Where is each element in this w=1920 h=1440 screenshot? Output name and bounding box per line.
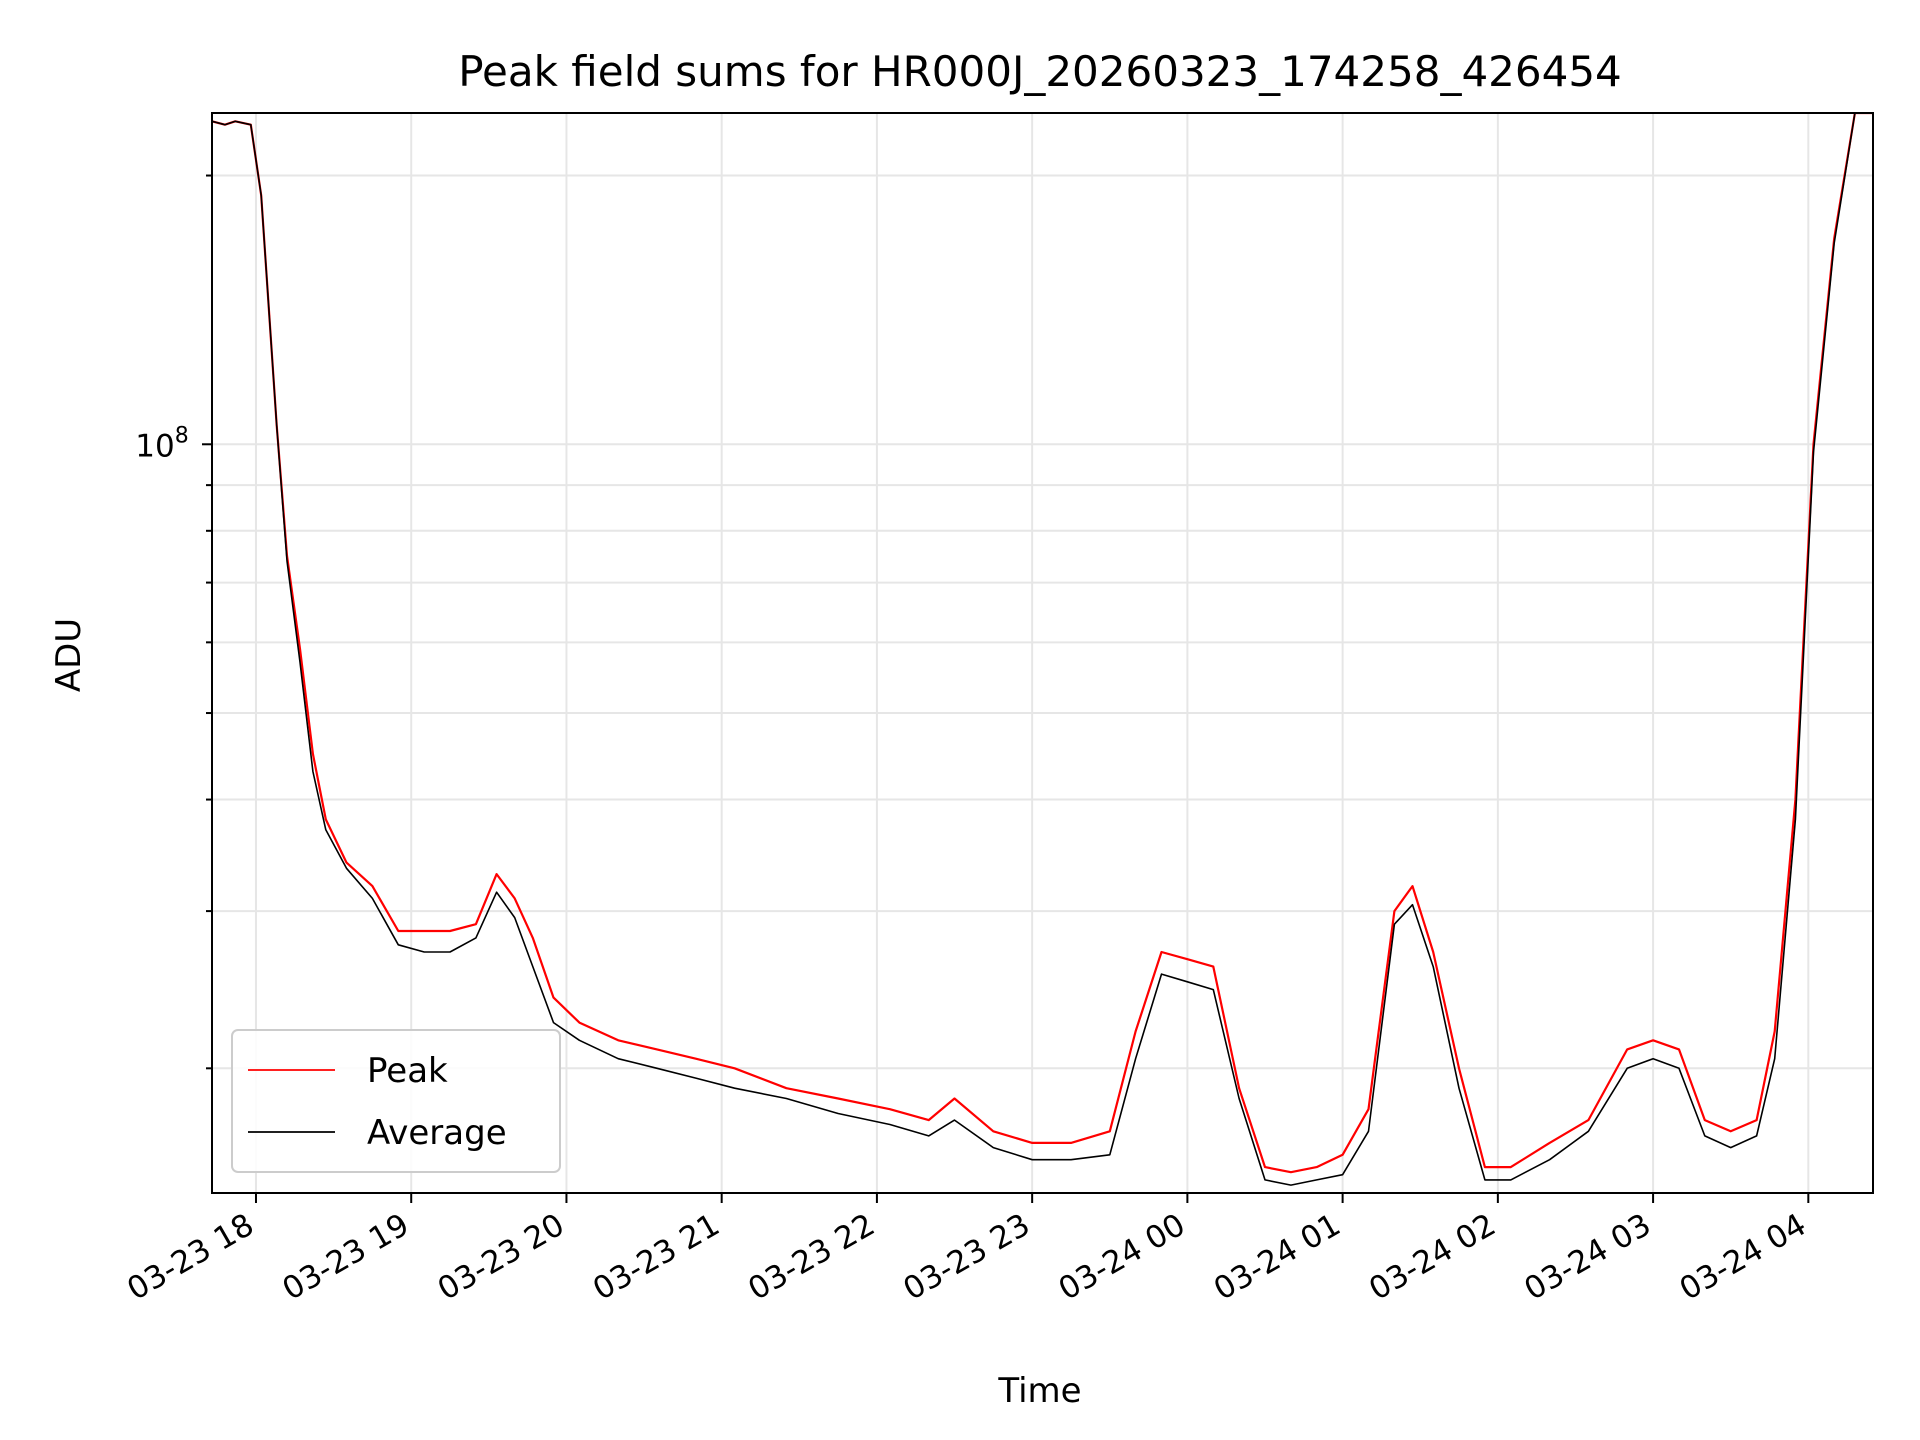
grid [212, 113, 1873, 1193]
x-axis-label: Time [997, 1371, 1081, 1411]
legend-box [231, 1029, 561, 1173]
y-axis-ticks: 108 [135, 174, 212, 1070]
y-axis-label: ADU [49, 618, 89, 692]
y-tick-label: 108 [135, 423, 188, 464]
legend: Peak Average [231, 1029, 561, 1173]
legend-label-average: Average [367, 1113, 507, 1153]
legend-label-peak: Peak [367, 1051, 448, 1091]
chart-title: Peak field sums for HR000J_20260323_1742… [458, 47, 1622, 96]
plot-frame [211, 112, 1874, 1194]
series-line-average [212, 113, 1873, 1186]
series-line-peak [212, 113, 1873, 1174]
series-lines [212, 113, 1873, 1186]
